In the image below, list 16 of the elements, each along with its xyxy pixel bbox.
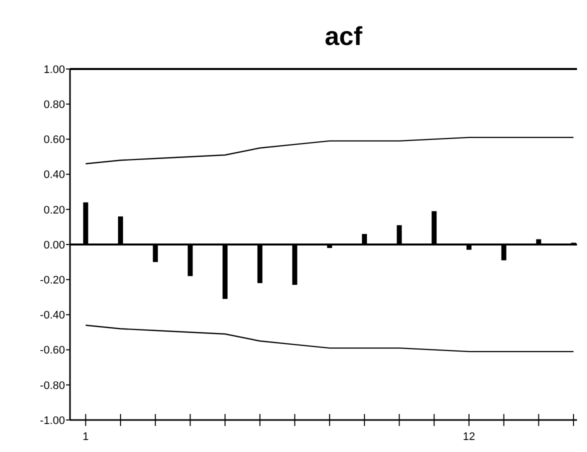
y-tick-label: -0.40 (40, 310, 65, 322)
y-tick-label: -0.80 (40, 380, 65, 392)
line-series (85, 136, 574, 164)
x-tick-label: 1 (82, 431, 89, 443)
y-tick-label: -1.00 (40, 414, 65, 427)
y-tick-label: 1.00 (44, 64, 65, 76)
y-tick-label: 0.20 (44, 204, 65, 216)
y-tick-label: 0.80 (44, 98, 65, 111)
chart-title: acf (324, 21, 363, 51)
line-series (85, 324, 574, 352)
x-tick-label: 12 (462, 431, 476, 443)
y-tick-label: 0.60 (44, 134, 65, 146)
y-tick-label: 0.00 (44, 239, 65, 252)
y-tick-label: -0.20 (40, 274, 65, 286)
y-tick-label: 0.40 (44, 169, 65, 182)
y-tick-label: -0.60 (40, 344, 65, 357)
